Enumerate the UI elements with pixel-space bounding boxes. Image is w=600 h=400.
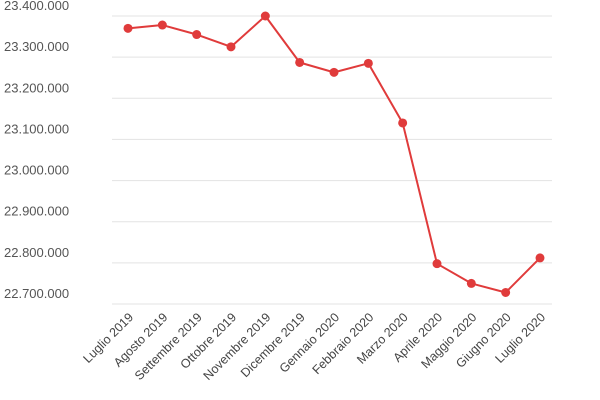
y-tick-label: 22.900.000 (4, 204, 69, 219)
data-point (501, 287, 511, 297)
y-tick-label: 23.400.000 (4, 0, 69, 13)
y-axis-ticks: 22.700.000 22.800.000 22.900.000 23.000.000… (4, 0, 69, 301)
point-layer (123, 11, 545, 297)
y-tick-label: 22.700.000 (4, 286, 69, 301)
data-point (295, 57, 305, 67)
data-point (432, 259, 442, 269)
x-tick-label: Gennaio 2020 (277, 310, 342, 375)
y-tick-label: 23.100.000 (4, 121, 69, 136)
y-tick-label: 23.000.000 (4, 163, 69, 178)
data-point (192, 30, 202, 40)
data-point (466, 278, 476, 288)
y-tick-label: 23.300.000 (4, 39, 69, 54)
data-point (535, 253, 545, 263)
data-point (123, 23, 133, 33)
data-point (260, 11, 270, 21)
y-tick-label: 22.800.000 (4, 245, 69, 260)
data-point (226, 42, 236, 52)
data-point (329, 67, 339, 77)
grid-layer (112, 15, 552, 305)
data-point (363, 58, 373, 68)
data-point (157, 20, 167, 30)
data-point (398, 118, 408, 128)
y-tick-label: 23.200.000 (4, 80, 69, 95)
